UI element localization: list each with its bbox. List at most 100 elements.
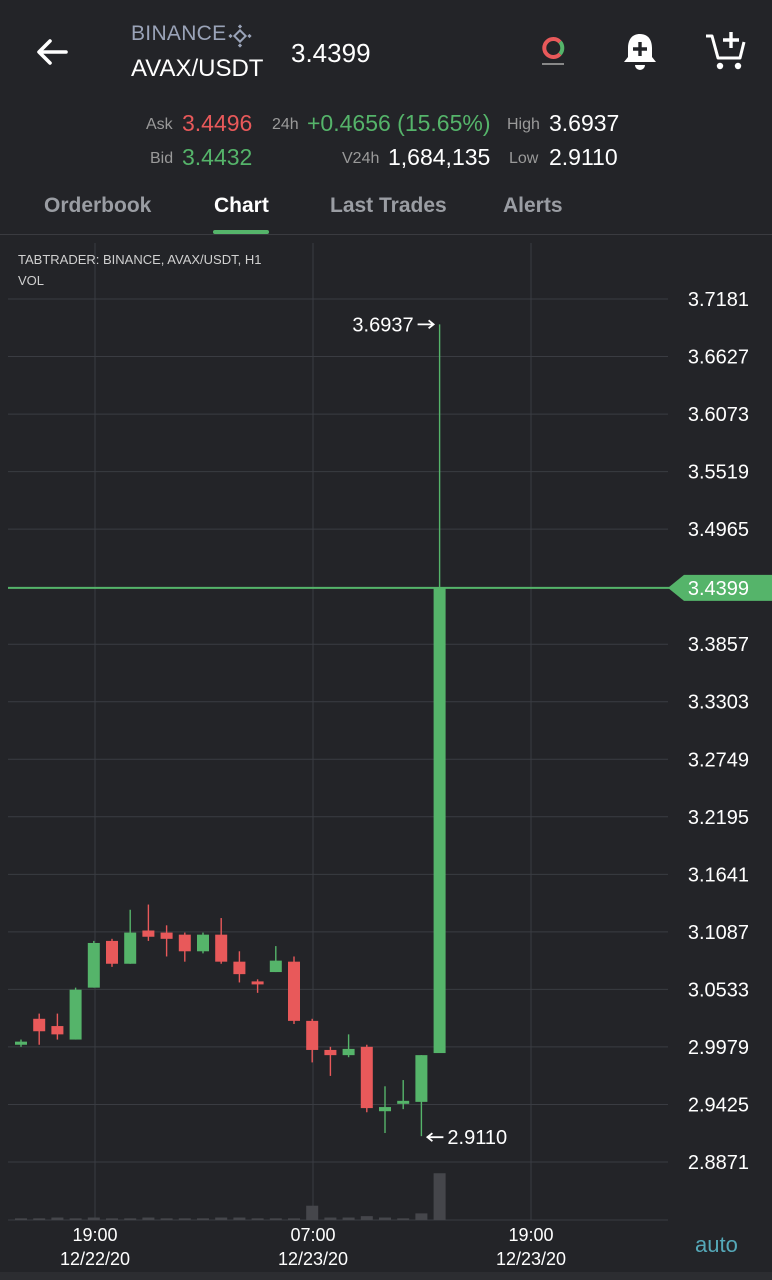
- add-alert-bell-icon[interactable]: [620, 30, 660, 72]
- y-axis-tick-label: 3.2195: [688, 807, 749, 829]
- y-axis-tick-label: 2.8871: [688, 1152, 749, 1174]
- volume-bar: [415, 1213, 428, 1220]
- auto-scale-button[interactable]: auto: [695, 1232, 738, 1257]
- volume-bar: [342, 1217, 355, 1220]
- volume-bar: [33, 1218, 46, 1220]
- volume-bar: [433, 1173, 446, 1220]
- volume-bar: [397, 1218, 410, 1220]
- low-marker-arrow: [425, 1132, 444, 1142]
- candle-body-down: [33, 1018, 46, 1032]
- candle-body-down: [360, 1046, 373, 1109]
- x-axis-date-label: 12/23/20: [496, 1249, 566, 1269]
- candle-body-up: [397, 1100, 410, 1104]
- back-arrow-icon[interactable]: [30, 30, 74, 74]
- tab-alerts[interactable]: Alerts: [503, 194, 563, 217]
- candle-body-up: [379, 1107, 391, 1112]
- candle-body-up: [15, 1041, 27, 1045]
- candle-body-down: [233, 961, 246, 975]
- ask-value: 3.4496: [182, 110, 253, 136]
- trading-pair[interactable]: AVAX/USDT: [131, 55, 264, 82]
- candle-body-down: [215, 934, 228, 962]
- candle-body-up: [433, 587, 446, 1054]
- x-axis-time-label: 19:00: [72, 1225, 117, 1245]
- y-axis-tick-label: 3.0533: [688, 979, 749, 1001]
- current-price-tag: [668, 574, 772, 601]
- candle-body-down: [251, 981, 264, 985]
- volume-bar: [69, 1218, 82, 1220]
- binance-logo-icon: [228, 24, 252, 48]
- y-axis-tick-label: 2.9425: [688, 1094, 749, 1116]
- y-axis-tick-label: 3.7181: [688, 289, 749, 311]
- tab-last-trades[interactable]: Last Trades: [330, 194, 447, 217]
- x-axis-time-label: 07:00: [290, 1225, 335, 1245]
- candle-body-up: [124, 932, 137, 964]
- bottom-bar: [0, 1272, 772, 1280]
- volume-bar: [142, 1217, 155, 1220]
- volume-24h-value: 1,684,135: [388, 144, 491, 170]
- bid-label: Bid: [150, 150, 174, 167]
- x-axis-date-label: 12/23/20: [278, 1249, 348, 1269]
- chart-info-title: TABTRADER: BINANCE, AVAX/USDT, H1: [18, 252, 261, 267]
- low-value: 2.9110: [549, 144, 618, 170]
- volume-bar: [197, 1218, 209, 1220]
- volume-bar: [379, 1217, 391, 1220]
- candle-body-up: [69, 989, 82, 1040]
- volume-bar: [160, 1218, 173, 1220]
- candle-body-down: [106, 940, 118, 964]
- last-price: 3.4399: [291, 38, 371, 68]
- y-axis-tick-label: 3.3303: [688, 692, 749, 714]
- candle-body-up: [197, 934, 209, 952]
- tab-divider: [0, 234, 772, 235]
- active-tab-indicator: [213, 230, 269, 234]
- candle-body-down: [288, 961, 300, 1021]
- y-axis-tick-label: 3.4965: [688, 519, 749, 541]
- bid-value: 3.4432: [182, 144, 253, 170]
- y-axis-tick-label: 3.6073: [688, 404, 749, 426]
- x-axis-time-label: 19:00: [508, 1225, 553, 1245]
- y-axis-tick-label: 2.9979: [688, 1037, 749, 1059]
- candle-body-up: [415, 1055, 428, 1102]
- price-chart[interactable]: 3.4399 3.6937 2.9110 3.7181 3.6627 3.6073 3.5…: [0, 235, 772, 1280]
- ask-label: Ask: [146, 116, 173, 133]
- add-to-cart-icon[interactable]: [704, 28, 750, 72]
- candle-body-down: [142, 930, 155, 937]
- volume-bar: [15, 1218, 27, 1220]
- volume-bar: [233, 1217, 246, 1220]
- high-label: High: [507, 116, 540, 133]
- y-axis-tick-label: 3.2749: [688, 749, 749, 771]
- volume-bar: [324, 1217, 337, 1220]
- volume-bar: [124, 1218, 137, 1220]
- volume-bar: [306, 1205, 319, 1220]
- y-axis-tick-label: 3.3857: [688, 634, 749, 656]
- candle-body-down: [306, 1020, 319, 1050]
- y-axis-tick-label: 3.1641: [688, 864, 749, 886]
- candle-body-up: [87, 942, 100, 988]
- volume-24h-label: V24h: [342, 150, 380, 167]
- volume-bar: [106, 1218, 118, 1220]
- candle-body-down: [160, 932, 173, 939]
- candle-body-down: [178, 934, 191, 952]
- tab-orderbook[interactable]: Orderbook: [44, 194, 152, 217]
- candle-body-down: [324, 1049, 337, 1056]
- volume-bar: [269, 1218, 282, 1220]
- currency-com-logo-icon[interactable]: [538, 34, 568, 68]
- chart-info-volume: VOL: [18, 273, 44, 288]
- low-marker-label: 2.9110: [447, 1127, 507, 1149]
- volume-bar: [251, 1218, 264, 1220]
- volume-bar: [360, 1216, 373, 1220]
- volume-bar: [51, 1217, 64, 1220]
- y-axis-tick-label: 3.1087: [688, 922, 749, 944]
- low-label: Low: [509, 150, 539, 167]
- exchange-name: BINANCE: [131, 22, 227, 45]
- volume-bar: [288, 1218, 300, 1220]
- tab-chart[interactable]: Chart: [214, 194, 269, 217]
- y-axis-tick-label: 3.6627: [688, 347, 749, 369]
- high-marker-label: 3.6937: [352, 314, 413, 336]
- candle-body-down: [51, 1026, 64, 1035]
- candle-body-up: [269, 960, 282, 973]
- y-axis-tick-label: 3.5519: [688, 462, 749, 484]
- volume-bar: [87, 1217, 100, 1220]
- volume-bar: [178, 1218, 191, 1220]
- candle-body-up: [342, 1048, 355, 1056]
- volume-bar: [215, 1217, 228, 1220]
